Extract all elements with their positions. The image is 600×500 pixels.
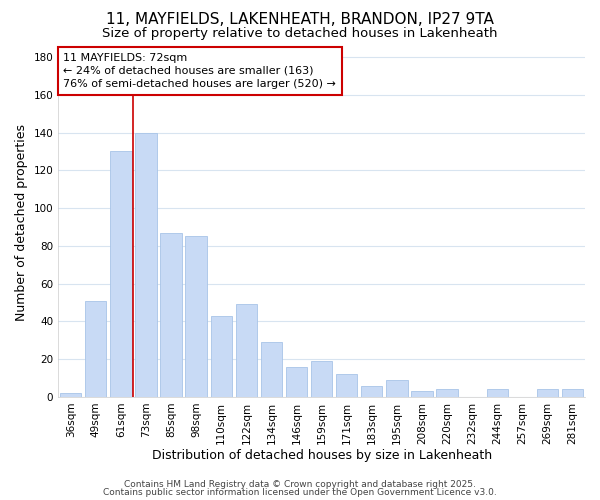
Bar xyxy=(185,236,207,397)
Bar xyxy=(85,300,106,397)
Bar xyxy=(487,390,508,397)
Bar xyxy=(311,361,332,397)
Bar xyxy=(436,390,458,397)
Bar xyxy=(110,152,131,397)
Bar xyxy=(136,132,157,397)
Text: Contains HM Land Registry data © Crown copyright and database right 2025.: Contains HM Land Registry data © Crown c… xyxy=(124,480,476,489)
Bar xyxy=(60,393,82,397)
Bar xyxy=(537,390,558,397)
Bar xyxy=(386,380,407,397)
Bar xyxy=(211,316,232,397)
X-axis label: Distribution of detached houses by size in Lakenheath: Distribution of detached houses by size … xyxy=(152,450,491,462)
Bar xyxy=(411,392,433,397)
Text: Size of property relative to detached houses in Lakenheath: Size of property relative to detached ho… xyxy=(102,28,498,40)
Bar xyxy=(336,374,358,397)
Bar xyxy=(261,342,282,397)
Bar xyxy=(361,386,382,397)
Bar xyxy=(236,304,257,397)
Y-axis label: Number of detached properties: Number of detached properties xyxy=(15,124,28,320)
Text: Contains public sector information licensed under the Open Government Licence v3: Contains public sector information licen… xyxy=(103,488,497,497)
Text: 11 MAYFIELDS: 72sqm
← 24% of detached houses are smaller (163)
76% of semi-detac: 11 MAYFIELDS: 72sqm ← 24% of detached ho… xyxy=(64,52,337,89)
Bar xyxy=(286,366,307,397)
Bar xyxy=(562,390,583,397)
Bar xyxy=(160,232,182,397)
Text: 11, MAYFIELDS, LAKENHEATH, BRANDON, IP27 9TA: 11, MAYFIELDS, LAKENHEATH, BRANDON, IP27… xyxy=(106,12,494,28)
